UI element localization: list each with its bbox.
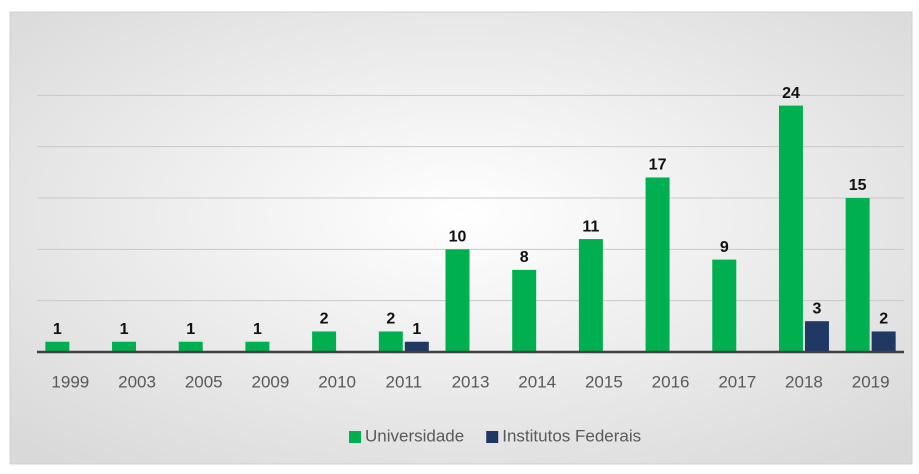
x-tick-label: 2010 bbox=[318, 372, 356, 391]
legend-swatch bbox=[349, 431, 361, 443]
bar bbox=[378, 331, 403, 352]
bar bbox=[578, 239, 603, 352]
data-label: 1 bbox=[412, 321, 421, 338]
data-label: 2 bbox=[386, 311, 395, 328]
data-label: 24 bbox=[782, 85, 800, 102]
data-label: 9 bbox=[720, 239, 729, 256]
bar bbox=[645, 177, 670, 352]
bar bbox=[778, 105, 803, 352]
data-label: 2 bbox=[320, 311, 329, 328]
x-tick-label: 2015 bbox=[585, 372, 623, 391]
data-label: 15 bbox=[849, 177, 867, 194]
bar bbox=[445, 249, 470, 352]
bar bbox=[178, 341, 203, 352]
x-tick-label: 2005 bbox=[185, 372, 223, 391]
x-tick-label: 2016 bbox=[652, 372, 690, 391]
data-label: 2 bbox=[879, 311, 888, 328]
bar bbox=[845, 198, 870, 352]
bar bbox=[512, 269, 537, 352]
x-tick-label: 2013 bbox=[452, 372, 490, 391]
data-label: 1 bbox=[120, 321, 129, 338]
bar bbox=[112, 341, 137, 352]
legend-label: Institutos Federais bbox=[502, 426, 641, 445]
x-tick-label: 2017 bbox=[718, 372, 756, 391]
bar bbox=[871, 331, 896, 352]
data-label: 10 bbox=[449, 229, 467, 246]
x-tick-label: 2003 bbox=[118, 372, 156, 391]
bar bbox=[404, 341, 429, 352]
chart-background bbox=[9, 11, 913, 465]
data-label: 1 bbox=[53, 321, 62, 338]
legend-swatch bbox=[486, 431, 499, 443]
x-tick-label: 2018 bbox=[785, 372, 823, 391]
legend-label: Universidade bbox=[365, 426, 464, 445]
x-tick-label: 2014 bbox=[518, 372, 556, 391]
bar bbox=[245, 341, 270, 352]
data-label: 17 bbox=[649, 157, 667, 174]
data-label: 1 bbox=[253, 321, 262, 338]
x-tick-label: 2009 bbox=[252, 372, 290, 391]
bar bbox=[712, 259, 737, 352]
data-label: 11 bbox=[582, 218, 599, 235]
bar bbox=[312, 331, 337, 352]
data-label: 3 bbox=[813, 300, 822, 317]
x-tick-label: 2011 bbox=[386, 372, 423, 391]
bar bbox=[804, 321, 829, 352]
data-label: 1 bbox=[186, 321, 195, 338]
bar bbox=[45, 341, 70, 352]
x-tick-label: 2019 bbox=[852, 372, 890, 391]
data-label: 8 bbox=[520, 249, 529, 266]
x-tick-label: 1999 bbox=[51, 372, 89, 391]
